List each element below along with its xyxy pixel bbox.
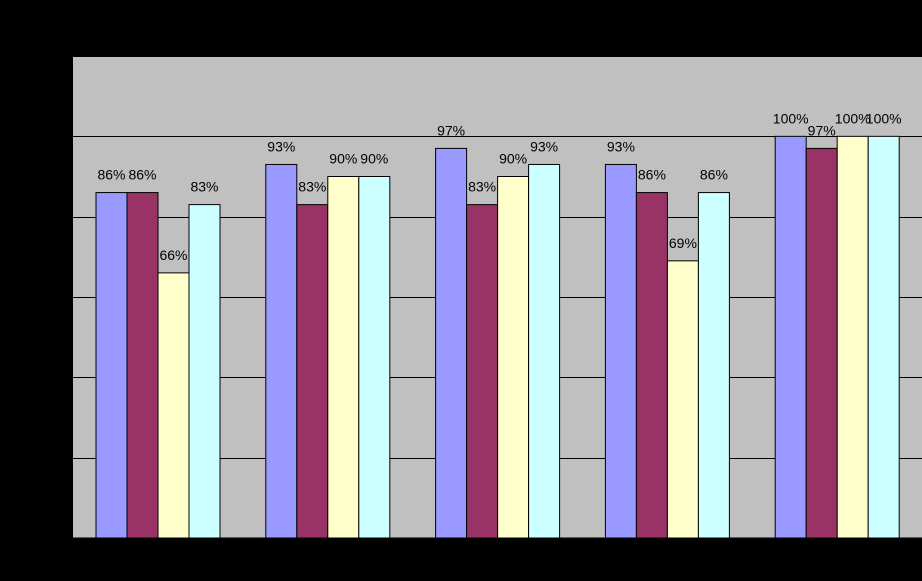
data-label: 86% xyxy=(128,167,156,183)
bars xyxy=(95,135,900,539)
bar-series-4-group-5 xyxy=(867,135,900,539)
data-label: 97% xyxy=(808,122,836,138)
bar-series-1-group-3 xyxy=(435,147,468,539)
data-label: 83% xyxy=(468,179,496,195)
data-label: 86% xyxy=(638,167,666,183)
bar-series-1-group-4 xyxy=(604,163,637,539)
data-label: 100% xyxy=(866,110,902,126)
data-label: 83% xyxy=(298,179,326,195)
bar-series-2-group-3 xyxy=(466,204,499,539)
bar-series-1-group-2 xyxy=(265,163,298,539)
bar-series-1-group-1 xyxy=(95,192,128,539)
bar-series-2-group-1 xyxy=(126,192,159,539)
data-label: 93% xyxy=(267,138,295,154)
data-label: 93% xyxy=(607,138,635,154)
data-label: 97% xyxy=(437,122,465,138)
bar-series-2-group-5 xyxy=(805,147,838,539)
bar-series-4-group-3 xyxy=(528,163,561,539)
bar-series-3-group-4 xyxy=(666,260,699,539)
data-label: 83% xyxy=(190,179,218,195)
data-label: 90% xyxy=(499,151,527,167)
data-label: 93% xyxy=(530,138,558,154)
data-label: 86% xyxy=(97,167,125,183)
bar-series-3-group-1 xyxy=(157,272,190,539)
bar-series-1-group-5 xyxy=(774,135,807,539)
bar-series-3-group-5 xyxy=(836,135,869,539)
data-label: 69% xyxy=(669,235,697,251)
data-label: 90% xyxy=(360,151,388,167)
data-label: 90% xyxy=(329,151,357,167)
data-label: 66% xyxy=(159,247,187,263)
bar-series-2-group-2 xyxy=(296,204,329,539)
data-label: 86% xyxy=(700,167,728,183)
bar-series-4-group-2 xyxy=(358,176,391,539)
data-labels: 86%93%97%93%100%86%83% 83%86%97%66%90% 90%… xyxy=(97,110,901,263)
bar-series-3-group-2 xyxy=(327,176,360,539)
data-label: 100% xyxy=(773,110,809,126)
bar-series-2-group-4 xyxy=(635,192,668,539)
data-label: 100% xyxy=(835,110,871,126)
bar-series-3-group-3 xyxy=(497,176,530,539)
bar-series-4-group-4 xyxy=(697,192,730,539)
bar-series-4-group-1 xyxy=(188,204,221,539)
